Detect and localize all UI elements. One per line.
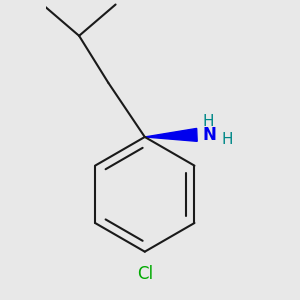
Polygon shape [145,128,197,141]
Text: N: N [202,126,216,144]
Text: H: H [221,131,233,146]
Text: Cl: Cl [137,265,153,283]
Text: H: H [203,114,214,129]
